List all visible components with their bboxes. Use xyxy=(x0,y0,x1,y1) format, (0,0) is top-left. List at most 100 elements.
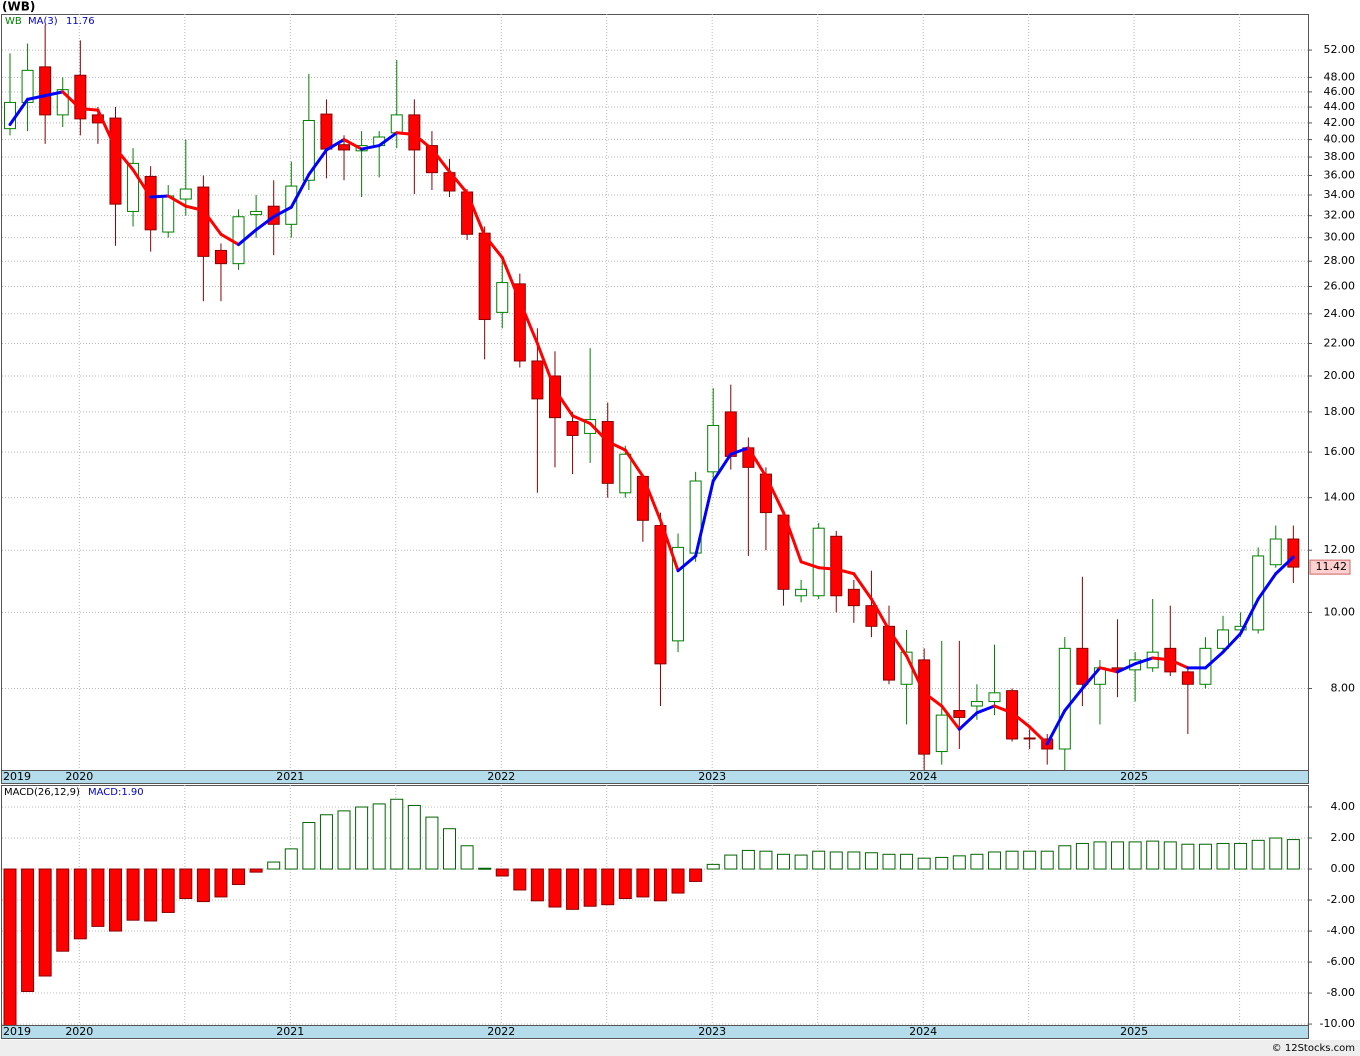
macd-bar xyxy=(724,854,738,870)
candle-body xyxy=(847,588,860,607)
macd-bar xyxy=(144,868,158,922)
x-tick-label: 2025 xyxy=(1120,1025,1148,1038)
candle-body xyxy=(461,191,474,235)
macd-bar xyxy=(935,856,949,870)
macd-bar xyxy=(1198,843,1212,870)
footer-band xyxy=(0,1040,1360,1056)
labels: WB MA(3) 11.76 MACD(26,12,9) MACD:1.90 ©… xyxy=(3,16,1355,1054)
ma-line xyxy=(1133,656,1155,666)
ma-line xyxy=(412,132,434,151)
ma-line xyxy=(500,256,522,303)
x-tick-label: 2022 xyxy=(487,770,515,783)
y-tick-label: -6.00 xyxy=(1327,955,1355,968)
ma-line xyxy=(78,107,100,112)
y-tick-label: -2.00 xyxy=(1327,893,1355,906)
ma-line xyxy=(360,144,381,151)
ma-line xyxy=(395,131,416,136)
y-tick-label: 2.00 xyxy=(1331,831,1356,844)
ma-line xyxy=(518,299,539,345)
macd-bar xyxy=(1251,839,1265,870)
candle-body xyxy=(812,527,825,597)
y-tick-label: 20.00 xyxy=(1324,369,1356,382)
chart-title: (WB) xyxy=(2,0,35,14)
candle-body xyxy=(865,605,878,627)
y-tick-label: 40.00 xyxy=(1324,133,1356,146)
macd-bar xyxy=(1075,842,1089,870)
candle-body xyxy=(39,66,52,116)
macd-bar xyxy=(478,867,492,870)
macd-bar xyxy=(1286,839,1300,870)
ma-line xyxy=(658,518,680,573)
ma-line xyxy=(1045,709,1067,746)
y-tick-label: 30.00 xyxy=(1324,231,1356,244)
ma-line xyxy=(1239,597,1260,636)
macd-bar xyxy=(829,851,843,870)
ma-line xyxy=(149,194,170,199)
macd-bar xyxy=(161,868,175,913)
candle-body xyxy=(1181,671,1194,685)
ma-line xyxy=(448,170,469,195)
ma-line xyxy=(1168,658,1190,670)
macd-bar xyxy=(319,814,333,870)
macd-bar xyxy=(355,806,369,870)
macd-bar xyxy=(1093,841,1107,870)
macd-bar xyxy=(337,810,351,870)
macd-bar xyxy=(900,853,914,870)
candle-body xyxy=(425,145,438,174)
macd-bar xyxy=(812,850,826,870)
ma-line xyxy=(869,597,891,632)
candle-body xyxy=(127,162,140,212)
macd-bar xyxy=(249,868,263,873)
candle-body xyxy=(1006,690,1019,740)
macd-bar xyxy=(372,803,386,870)
y-tick-label: -10.00 xyxy=(1320,1017,1355,1030)
candle-body xyxy=(109,117,122,205)
candle-body xyxy=(1023,737,1036,740)
ma-line xyxy=(26,94,47,101)
macd-bar xyxy=(583,868,597,907)
legend-macd: MACD(26,12,9) xyxy=(4,787,80,798)
ma-line xyxy=(219,232,241,247)
candle-body xyxy=(566,421,579,436)
macd-bar xyxy=(179,868,193,899)
ma-line xyxy=(975,704,996,715)
ma-line xyxy=(852,572,873,601)
x-tick-label: 2024 xyxy=(909,1025,937,1038)
y-tick-label: 28.00 xyxy=(1324,254,1356,267)
macd-bar xyxy=(952,855,966,870)
x-tick-label: 2024 xyxy=(909,770,937,783)
ma-line xyxy=(184,204,205,212)
macd-bar xyxy=(882,853,896,870)
candle-body xyxy=(74,74,87,120)
macd-bar xyxy=(847,851,861,870)
macd-bar xyxy=(38,868,52,977)
macd-plot xyxy=(2,785,1308,1025)
y-tick-label: 4.00 xyxy=(1331,800,1356,813)
macd-bar xyxy=(1023,850,1037,870)
ma-line xyxy=(641,474,662,522)
macd-bar xyxy=(91,868,105,927)
x-tick-label: 2019 xyxy=(3,770,31,783)
candle-body xyxy=(601,421,614,484)
y-tick-label: 38.00 xyxy=(1324,150,1356,163)
ma-line xyxy=(8,97,30,127)
candle-body xyxy=(513,283,526,362)
x-tick-label: 2021 xyxy=(276,770,304,783)
ma-line xyxy=(834,567,856,576)
macd-bar xyxy=(196,868,210,903)
ma-line xyxy=(922,691,944,708)
ma-line xyxy=(746,446,768,478)
macd-bar xyxy=(390,798,404,870)
macd-bar xyxy=(425,816,439,870)
candle-body xyxy=(724,411,737,457)
y-tick-label: 10.00 xyxy=(1324,605,1356,618)
ma-line xyxy=(237,228,258,247)
macd-bar xyxy=(917,857,931,870)
ma-line xyxy=(782,511,803,564)
x-tick-label: 2023 xyxy=(698,770,726,783)
macd-bar xyxy=(794,854,808,870)
candle-body xyxy=(830,535,843,597)
y-tick-label: 36.00 xyxy=(1324,168,1356,181)
macd-bar xyxy=(987,851,1001,870)
ma-line xyxy=(113,146,135,172)
